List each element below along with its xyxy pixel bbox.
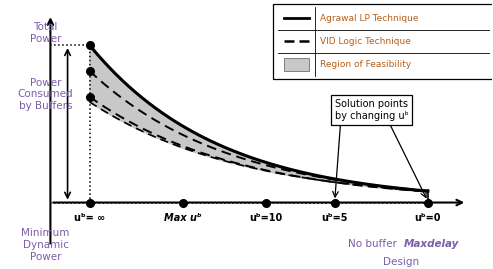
Text: uᵇ= ∞: uᵇ= ∞ [74, 213, 105, 223]
Text: No buffer: No buffer [348, 239, 403, 249]
FancyBboxPatch shape [274, 4, 493, 79]
Text: uᵇ=0: uᵇ=0 [415, 213, 441, 223]
Text: Region of Feasibility: Region of Feasibility [320, 60, 411, 69]
Text: Agrawal LP Technique: Agrawal LP Technique [320, 14, 419, 23]
Text: Minimum
Dynamic
Power: Minimum Dynamic Power [21, 228, 70, 261]
Text: Max uᵇ: Max uᵇ [164, 213, 202, 223]
Text: Maxdelay: Maxdelay [403, 239, 459, 249]
FancyBboxPatch shape [284, 58, 309, 71]
Text: Power
Consumed
by Buffers: Power Consumed by Buffers [18, 78, 73, 111]
Text: uᵇ=10: uᵇ=10 [249, 213, 282, 223]
Text: uᵇ=5: uᵇ=5 [321, 213, 348, 223]
Text: Solution points
by changing uᵇ: Solution points by changing uᵇ [335, 99, 409, 121]
Text: Total
Power: Total Power [30, 22, 61, 44]
Text: Design: Design [383, 257, 419, 267]
Text: VID Logic Technique: VID Logic Technique [320, 37, 411, 46]
